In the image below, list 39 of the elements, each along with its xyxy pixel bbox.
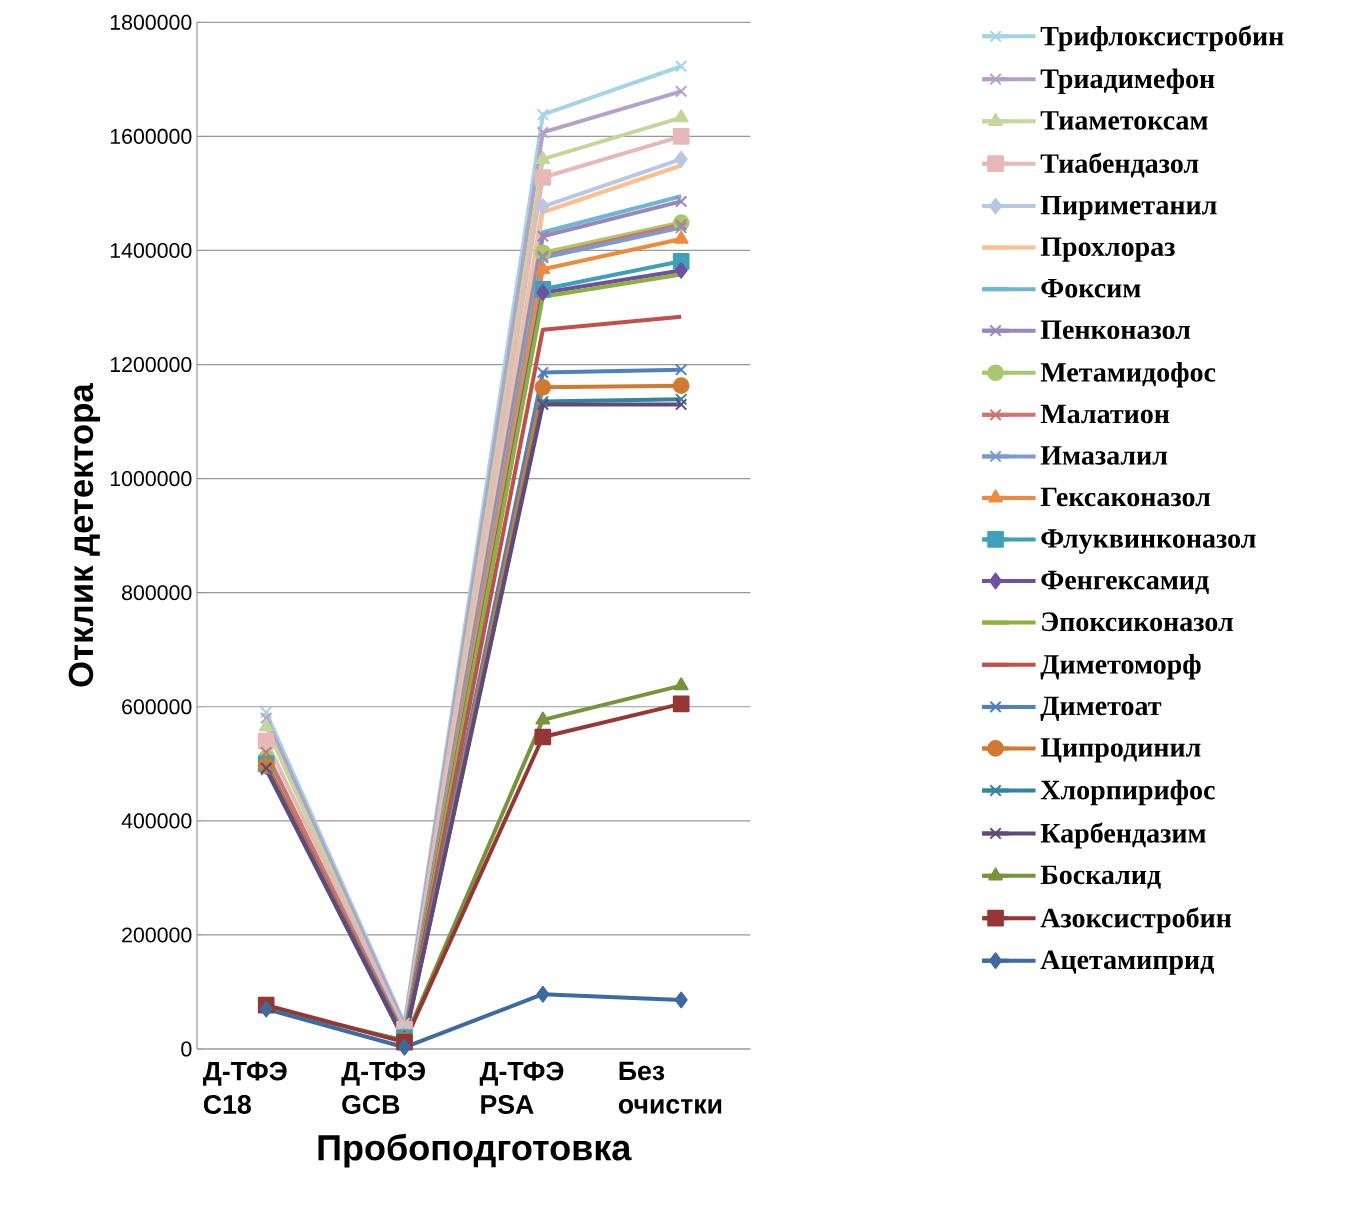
y-tick-label: 200000 bbox=[122, 927, 192, 943]
x-tick-label: Д-ТФЭ PSA bbox=[479, 1061, 564, 1114]
legend-label: Карбендазим bbox=[1040, 822, 1206, 849]
legend-label: Тиаметоксам bbox=[1040, 111, 1208, 130]
y-axis-title: Отклик детектора bbox=[68, 383, 101, 687]
y-tick-label: 1000000 bbox=[110, 471, 192, 487]
legend-label: Флуквинконазол bbox=[1041, 529, 1256, 554]
legend-label: Триадимефон bbox=[1040, 68, 1215, 94]
legend-label: Хлорпирифос bbox=[1040, 779, 1215, 806]
legend-label: Ципродинил bbox=[1040, 738, 1201, 763]
legend-label: Имазалил bbox=[1040, 446, 1168, 465]
legend-label: Азоксистробин bbox=[1040, 907, 1232, 934]
legend-label: Пенконазол bbox=[1040, 320, 1191, 340]
legend-label: Эпоксиконазол bbox=[1042, 612, 1233, 632]
x-tick-label: Без очистки bbox=[618, 1061, 722, 1114]
legend-label: Трифлоксистробин bbox=[1040, 25, 1284, 52]
legend-label: Диметоморф bbox=[1040, 654, 1201, 680]
y-tick-label: 1800000 bbox=[110, 14, 192, 30]
legend-label: Малатион bbox=[1040, 404, 1170, 424]
y-tick-label: 0 bbox=[181, 1041, 192, 1057]
x-tick-label: Д-ТФЭ C18 bbox=[203, 1061, 287, 1114]
legend-label: Пириметанил bbox=[1040, 195, 1217, 221]
legend-label: Прохлораз bbox=[1040, 237, 1175, 262]
legend-label: Боскалид bbox=[1040, 865, 1161, 889]
legend-label: Метамидофос bbox=[1040, 362, 1216, 388]
legend-label: Тиабендазол bbox=[1040, 152, 1199, 178]
legend-label: Фенгексамид bbox=[1041, 570, 1209, 595]
x-tick-label: Д-ТФЭ GCB bbox=[341, 1061, 425, 1114]
y-tick-label: 800000 bbox=[122, 585, 192, 601]
legend-label: Гексаконазол bbox=[1040, 487, 1211, 507]
x-axis-title: Пробоподготовка bbox=[318, 1133, 632, 1168]
y-tick-label: 1600000 bbox=[110, 128, 192, 144]
legend-label: Ацетамиприд bbox=[1040, 950, 1214, 975]
legend-label: Диметоат bbox=[1040, 696, 1162, 722]
y-tick-label: 400000 bbox=[121, 813, 192, 829]
legend-label: Фоксим bbox=[1041, 278, 1141, 298]
y-tick-label: 1200000 bbox=[110, 357, 192, 373]
y-tick-label: 1400000 bbox=[110, 242, 192, 259]
y-tick-label: 600000 bbox=[122, 699, 192, 715]
